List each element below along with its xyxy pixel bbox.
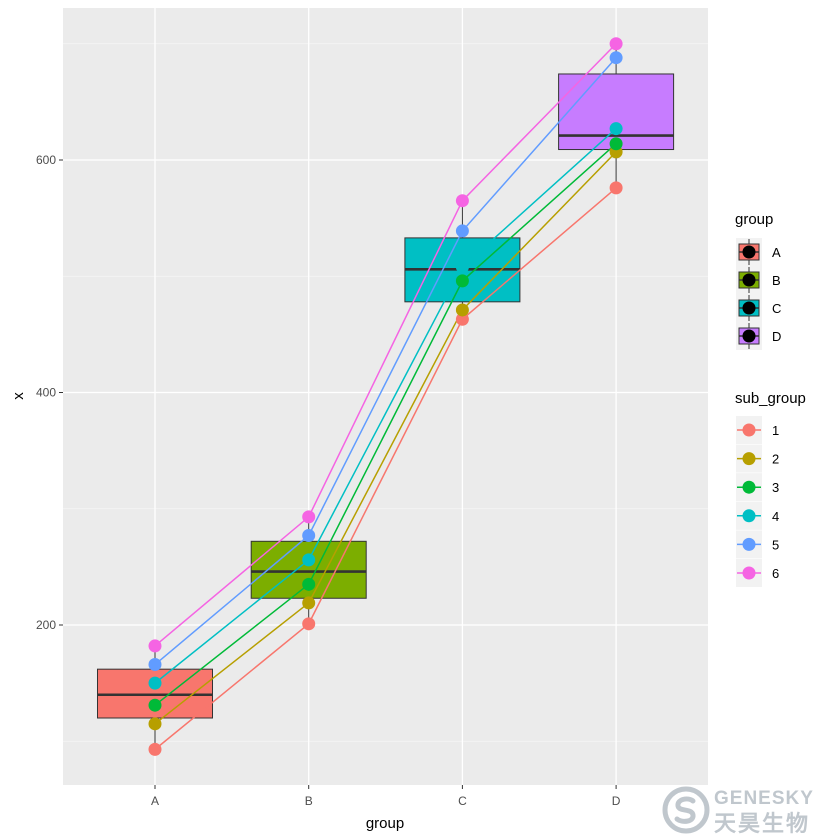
point-2-B [302,596,316,610]
legend-key-point-1 [742,423,756,437]
y-tick-label: 600 [36,153,56,167]
legend-key-point [742,245,756,259]
legend-label-2: 2 [772,452,779,467]
point-3-B [302,577,316,591]
point-6-A [148,639,162,653]
point-3-A [148,698,162,712]
series-line-2 [154,151,617,725]
point-1-D [609,181,623,195]
series-lines [154,43,617,750]
legend-label-B: B [772,273,781,288]
y-tick-label: 400 [36,386,56,400]
box-D [558,73,675,151]
boxplots [97,43,675,750]
legend-label-5: 5 [772,537,779,552]
legend-label-6: 6 [772,566,779,581]
series-line-1 [154,187,617,750]
watermark-latin: GENESKY [714,788,814,809]
legend-label-A: A [772,245,781,260]
point-5-A [148,658,162,672]
x-tick-label: B [305,794,313,808]
legend-key-point-4 [742,509,756,523]
legend-title-group: group [735,211,773,228]
x-tick-label: D [612,794,621,808]
legend-label-D: D [772,329,781,344]
series-line-5 [154,57,617,666]
point-5-C [455,224,469,238]
legend-label-1: 1 [772,423,779,438]
legend-label-C: C [772,301,781,316]
point-5-D [609,51,623,65]
legend-label-3: 3 [772,480,779,495]
genesky-logo-icon [662,786,710,834]
legend-key-point [742,273,756,287]
series-line-6 [154,43,617,647]
point-1-B [302,617,316,631]
legend-key-point-5 [742,537,756,551]
x-tick-label: A [151,794,159,808]
point-4-B [302,553,316,567]
legend-sub-group: sub_group 1 2 3 4 5 6 [735,390,806,587]
legend-key-point-2 [742,452,756,466]
x-axis: A B C D [151,785,621,808]
point-2-C [455,303,469,317]
legend-label-4: 4 [772,509,779,524]
point-3-C [455,274,469,288]
series-line-3 [154,143,617,706]
grid-minor [63,43,708,742]
legend-key-point [742,301,756,315]
point-2-A [148,717,162,731]
y-tick-label: 200 [36,618,56,632]
watermark-cjk: 天昊生物 [714,812,811,837]
series-points [148,37,623,756]
legend-key-point-3 [742,480,756,494]
x-axis-title: group [366,815,404,832]
point-5-B [302,528,316,542]
point-6-B [302,510,316,524]
x-tick-label: C [458,794,467,808]
legend-key-point [742,329,756,343]
point-6-D [609,37,623,51]
y-axis: 200 400 600 [36,153,63,632]
point-4-A [148,676,162,690]
point-1-C [455,312,469,326]
point-4-C [455,260,469,274]
legend-key-point-6 [742,566,756,580]
point-4-D [609,122,623,136]
series-line-4 [154,128,617,684]
watermark-logo: GENESKY 天昊生物 [662,786,832,837]
y-axis-title: x [10,392,27,400]
point-1-A [148,742,162,756]
legend-title-sub-group: sub_group [735,390,806,407]
point-6-C [455,194,469,208]
point-3-D [609,137,623,151]
